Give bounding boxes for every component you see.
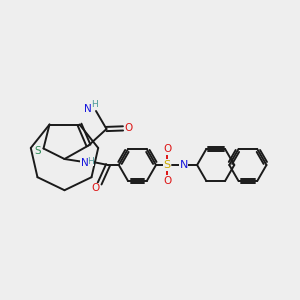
Text: O: O	[163, 144, 171, 154]
Text: N: N	[84, 104, 92, 115]
Text: O: O	[124, 123, 133, 134]
Text: H: H	[91, 100, 98, 109]
Text: N: N	[81, 158, 88, 169]
Text: S: S	[164, 160, 171, 170]
Text: S: S	[35, 146, 41, 156]
Text: H: H	[87, 157, 94, 166]
Text: N: N	[179, 160, 188, 170]
Text: O: O	[91, 183, 99, 194]
Text: O: O	[163, 176, 171, 186]
